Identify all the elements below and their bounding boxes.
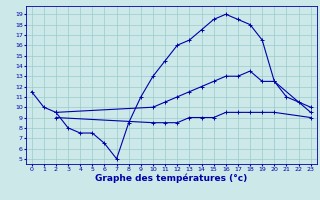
X-axis label: Graphe des températures (°c): Graphe des températures (°c): [95, 173, 247, 183]
